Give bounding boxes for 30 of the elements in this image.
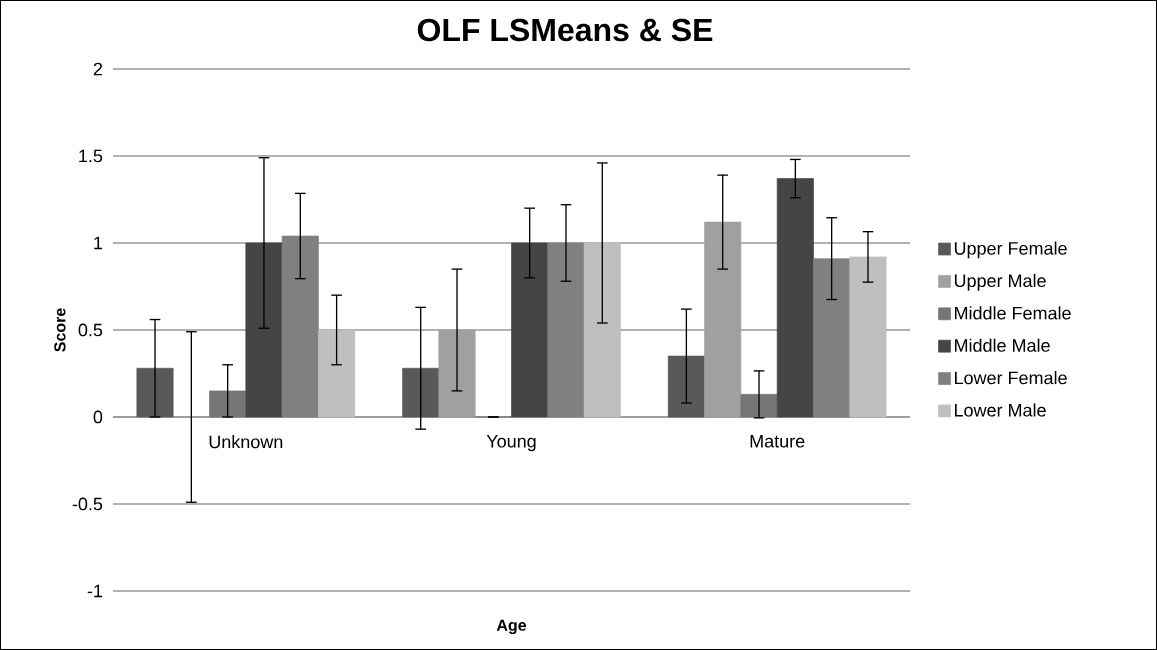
legend-label: Lower Male xyxy=(955,403,1046,417)
x-tick-label: Unknown xyxy=(209,435,283,449)
legend-label: Lower Female xyxy=(955,371,1067,385)
bar xyxy=(583,242,621,418)
legend-label: Middle Female xyxy=(955,306,1071,320)
y-tick-label: 0 xyxy=(93,410,103,424)
legend-label: Upper Female xyxy=(954,241,1067,259)
y-tick-label: 1 xyxy=(94,236,103,250)
bar xyxy=(776,178,814,418)
y-tick-label: -1 xyxy=(87,584,103,598)
legend-label: Middle Male xyxy=(955,338,1050,352)
x-tick-label: Mature xyxy=(750,435,805,448)
bar xyxy=(547,242,585,418)
bar xyxy=(849,256,887,418)
x-axis-title: Age xyxy=(496,619,527,635)
y-tick-label: 1.5 xyxy=(79,149,103,163)
y-axis-title: Score xyxy=(54,308,66,352)
bar xyxy=(318,329,356,418)
y-tick-label: -0.5 xyxy=(72,497,103,511)
x-tick-label: Young xyxy=(486,435,536,452)
legend-label: Upper Male xyxy=(954,273,1046,291)
bar xyxy=(281,235,319,418)
bar xyxy=(245,242,283,418)
y-tick-label: 2 xyxy=(93,62,103,76)
bar xyxy=(402,367,440,418)
bar xyxy=(704,221,742,418)
chart-title: OLF LSMeans & SE xyxy=(417,18,713,42)
y-tick-label: 0.5 xyxy=(78,323,103,337)
bar xyxy=(511,242,549,418)
bar xyxy=(813,258,851,418)
